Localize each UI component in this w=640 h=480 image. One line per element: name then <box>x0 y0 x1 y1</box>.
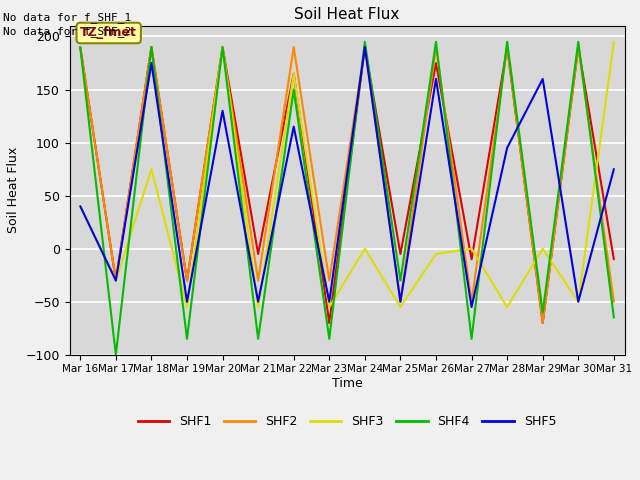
X-axis label: Time: Time <box>332 377 362 390</box>
Text: TZ_fmet: TZ_fmet <box>80 26 137 39</box>
Legend: SHF1, SHF2, SHF3, SHF4, SHF5: SHF1, SHF2, SHF3, SHF4, SHF5 <box>133 410 561 433</box>
Title: Soil Heat Flux: Soil Heat Flux <box>294 7 400 22</box>
Y-axis label: Soil Heat Flux: Soil Heat Flux <box>7 147 20 233</box>
Text: No data for f_SHF_2: No data for f_SHF_2 <box>3 26 131 37</box>
Text: No data for f_SHF_1: No data for f_SHF_1 <box>3 12 131 23</box>
